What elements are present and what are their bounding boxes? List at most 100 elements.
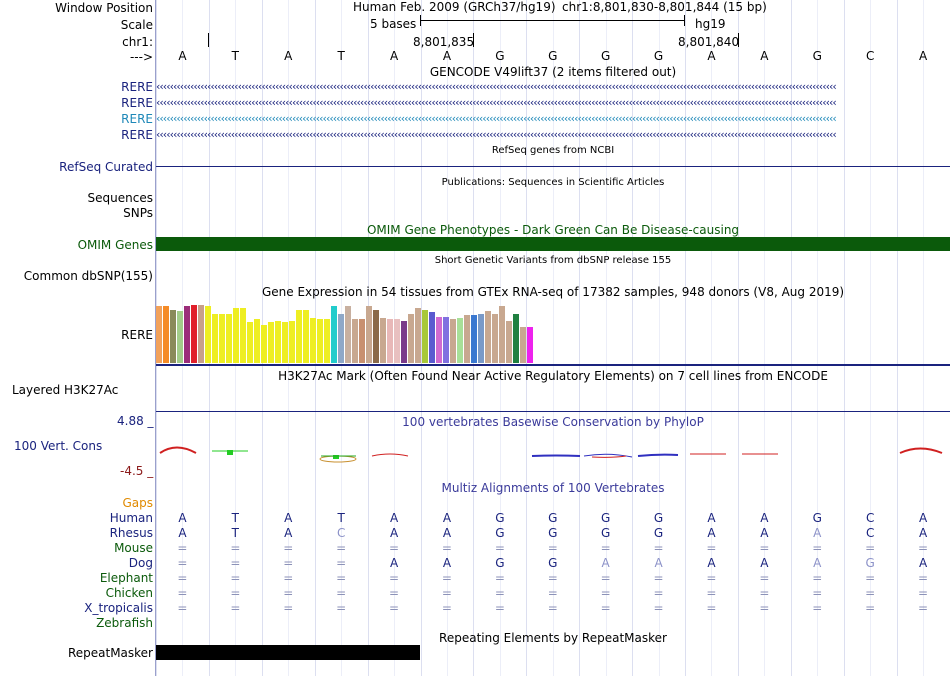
- gtex-tissue-bar[interactable]: [520, 327, 526, 363]
- gencode-title[interactable]: GENCODE V49lift37 (2 items filtered out): [429, 65, 677, 79]
- snps-label[interactable]: SNPs: [123, 206, 153, 220]
- aligned-base: A: [389, 556, 399, 570]
- gtex-tissue-bar[interactable]: [485, 311, 491, 363]
- gtex-tissue-bar[interactable]: [380, 318, 386, 363]
- gtex-tissue-bar[interactable]: [478, 314, 484, 363]
- species-label[interactable]: Elephant: [99, 571, 153, 585]
- gtex-label[interactable]: RERE: [121, 328, 153, 342]
- gtex-tissue-bar[interactable]: [429, 312, 435, 363]
- phylop-title[interactable]: 100 vertebrates Basewise Conservation by…: [402, 415, 704, 429]
- species-label[interactable]: Chicken: [105, 586, 153, 600]
- reference-base: T: [231, 49, 240, 63]
- gtex-tissue-bar[interactable]: [464, 315, 470, 363]
- gtex-tissue-bar[interactable]: [450, 319, 456, 363]
- gtex-tissue-bar[interactable]: [275, 321, 281, 363]
- aligned-base: =: [389, 571, 400, 585]
- gtex-tissue-bar[interactable]: [436, 317, 442, 363]
- gtex-tissue-bar[interactable]: [303, 310, 309, 363]
- gtex-tissue-bar[interactable]: [457, 318, 463, 363]
- gtex-tissue-bar[interactable]: [240, 308, 246, 363]
- gtex-tissue-bar[interactable]: [205, 306, 211, 363]
- omim-label[interactable]: OMIM Genes: [77, 238, 153, 252]
- gtex-tissue-bar[interactable]: [247, 322, 253, 363]
- gtex-tissue-bar[interactable]: [170, 310, 176, 363]
- refseq-label[interactable]: RefSeq Curated: [59, 160, 153, 174]
- gtex-tissue-bar[interactable]: [212, 314, 218, 363]
- h3k27ac-label[interactable]: Layered H3K27Ac: [12, 383, 119, 397]
- gtex-tissue-bar[interactable]: [226, 314, 232, 363]
- gtex-tissue-bar[interactable]: [366, 306, 372, 363]
- gtex-tissue-bar[interactable]: [359, 319, 365, 363]
- gtex-title[interactable]: Gene Expression in 54 tissues from GTEx …: [261, 285, 845, 299]
- repeatmasker-label[interactable]: RepeatMasker: [67, 646, 153, 660]
- gtex-tissue-bar[interactable]: [443, 317, 449, 363]
- gtex-tissue-bar[interactable]: [499, 306, 505, 363]
- species-label[interactable]: Human: [109, 511, 153, 525]
- aligned-base: A: [284, 511, 293, 525]
- gtex-tissue-bar[interactable]: [415, 308, 421, 363]
- gtex-tissue-bar[interactable]: [198, 305, 204, 363]
- species-label[interactable]: Mouse: [114, 541, 153, 555]
- gtex-tissue-bar[interactable]: [492, 314, 498, 363]
- gencode-item-label[interactable]: RERE: [121, 112, 153, 126]
- gtex-tissue-bar[interactable]: [163, 306, 169, 363]
- gtex-tissue-bar[interactable]: [233, 308, 239, 363]
- dbsnp-title[interactable]: Short Genetic Variants from dbSNP releas…: [434, 255, 672, 266]
- gencode-gene-model[interactable]: ‹‹‹‹‹‹‹‹‹‹‹‹‹‹‹‹‹‹‹‹‹‹‹‹‹‹‹‹‹‹‹‹‹‹‹‹‹‹‹‹…: [156, 96, 837, 109]
- gtex-tissue-bar[interactable]: [317, 319, 323, 363]
- gtex-tissue-bar[interactable]: [219, 314, 225, 363]
- gtex-tissue-bar[interactable]: [527, 327, 533, 363]
- gtex-tissue-bar[interactable]: [254, 319, 260, 363]
- gtex-baseline: [156, 364, 950, 366]
- gtex-tissue-bar[interactable]: [394, 319, 400, 363]
- gencode-item-label[interactable]: RERE: [121, 96, 153, 110]
- h3k27ac-title[interactable]: H3K27Ac Mark (Often Found Near Active Re…: [278, 369, 828, 383]
- omim-feature-bar[interactable]: [156, 237, 950, 251]
- gtex-tissue-bar[interactable]: [513, 314, 519, 363]
- gaps-label[interactable]: Gaps: [122, 496, 153, 510]
- gtex-tissue-bar[interactable]: [422, 310, 428, 363]
- species-label[interactable]: Zebrafish: [96, 616, 153, 630]
- gencode-gene-model[interactable]: ‹‹‹‹‹‹‹‹‹‹‹‹‹‹‹‹‹‹‹‹‹‹‹‹‹‹‹‹‹‹‹‹‹‹‹‹‹‹‹‹…: [156, 112, 837, 125]
- refseq-gene-line[interactable]: [156, 166, 950, 167]
- multiz-title[interactable]: Multiz Alignments of 100 Vertebrates: [441, 481, 665, 495]
- dbsnp-label[interactable]: Common dbSNP(155): [23, 269, 153, 283]
- sequences-label[interactable]: Sequences: [87, 191, 153, 205]
- phylop-plot[interactable]: [156, 440, 950, 470]
- phylop-bar: [531, 454, 581, 457]
- species-label[interactable]: Rhesus: [109, 526, 153, 540]
- gtex-tissue-bar[interactable]: [156, 306, 162, 363]
- gencode-item-label[interactable]: RERE: [121, 128, 153, 142]
- gtex-tissue-bar[interactable]: [352, 319, 358, 363]
- gtex-tissue-bar[interactable]: [191, 305, 197, 363]
- gtex-tissue-bar[interactable]: [408, 314, 414, 363]
- gencode-gene-model[interactable]: ‹‹‹‹‹‹‹‹‹‹‹‹‹‹‹‹‹‹‹‹‹‹‹‹‹‹‹‹‹‹‹‹‹‹‹‹‹‹‹‹…: [156, 128, 837, 141]
- gtex-tissue-bar[interactable]: [387, 319, 393, 363]
- gtex-tissue-bar[interactable]: [471, 315, 477, 363]
- gtex-tissue-bar[interactable]: [345, 306, 351, 363]
- gtex-tissue-bar[interactable]: [324, 319, 330, 363]
- gtex-tissue-bar[interactable]: [184, 306, 190, 363]
- gtex-tissue-bar[interactable]: [401, 321, 407, 363]
- refseq-title[interactable]: RefSeq genes from NCBI: [491, 145, 615, 156]
- gencode-gene-model[interactable]: ‹‹‹‹‹‹‹‹‹‹‹‹‹‹‹‹‹‹‹‹‹‹‹‹‹‹‹‹‹‹‹‹‹‹‹‹‹‹‹‹…: [156, 80, 837, 93]
- repeatmasker-feature[interactable]: [156, 645, 420, 660]
- gtex-tissue-bar[interactable]: [268, 322, 274, 363]
- species-label[interactable]: Dog: [128, 556, 153, 570]
- gtex-tissue-bar[interactable]: [506, 321, 512, 363]
- gtex-tissue-bar[interactable]: [282, 322, 288, 363]
- gtex-tissue-bar[interactable]: [373, 310, 379, 363]
- gtex-tissue-bar[interactable]: [177, 311, 183, 363]
- omim-title[interactable]: OMIM Gene Phenotypes - Dark Green Can Be…: [366, 223, 740, 237]
- repeatmasker-title[interactable]: Repeating Elements by RepeatMasker: [439, 631, 667, 645]
- gencode-item-label[interactable]: RERE: [121, 80, 153, 94]
- publications-title[interactable]: Publications: Sequences in Scientific Ar…: [441, 177, 665, 188]
- gtex-tissue-bar[interactable]: [331, 306, 337, 363]
- gtex-tissue-bar[interactable]: [338, 314, 344, 363]
- gtex-tissue-bar[interactable]: [289, 321, 295, 363]
- gtex-tissue-bar[interactable]: [310, 318, 316, 363]
- gtex-tissue-bar[interactable]: [296, 310, 302, 363]
- gtex-tissue-bar[interactable]: [261, 325, 267, 363]
- species-label[interactable]: X_tropicalis: [84, 601, 153, 615]
- phylop-label[interactable]: 100 Vert. Cons: [14, 439, 103, 453]
